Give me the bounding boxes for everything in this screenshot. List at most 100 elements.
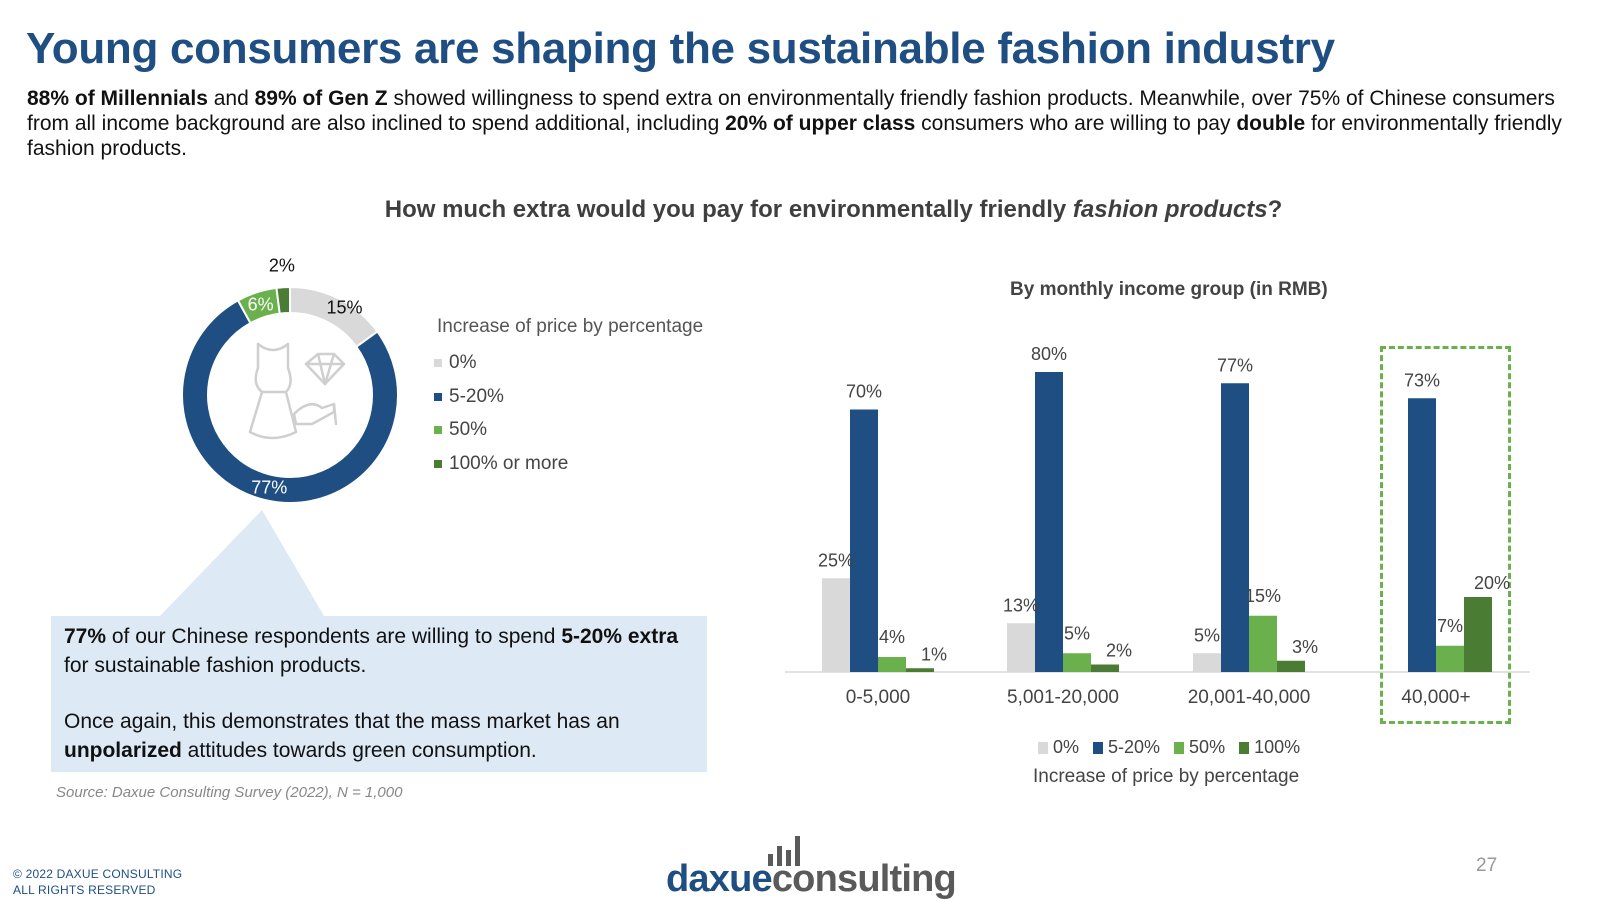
logo-wordmark: daxueconsulting [666,858,957,900]
bar-value-label-3-1: 73% [1404,370,1440,390]
bar-value-label-2-0: 5% [1194,625,1220,645]
bar-legend-item: 50% [1174,737,1225,758]
bar-chart: 25% 70% 4% 1% 13% 80% 5% 2% 5% 77% 15% 3% 73% 7% 20% 0… [785,344,1530,708]
legend-swatch [434,425,442,434]
logo-bars-icon [768,836,800,866]
donut-legend-item-3: 100% or more [434,453,568,475]
category-label-0: 0-5,000 [846,687,910,708]
copyright-line: ALL RIGHTS RESERVED [13,883,156,897]
donut-slice-1 [181,298,399,504]
bar-value-label-2-3: 3% [1292,637,1318,657]
intro-double: double [1236,112,1306,135]
legend-swatch [434,392,442,401]
legend-swatch [1239,742,1250,754]
callout-bold: 5-20% extra [561,625,679,648]
donut-legend-item-0: 0% [434,352,476,374]
intro-millennials: 88% of Millennials [27,87,208,110]
bar-0-3 [906,668,934,672]
legend-swatch [434,459,442,468]
chart-question: How much extra would you pay for environ… [0,196,1607,224]
donut-legend-item-2: 50% [434,419,487,441]
bar-0-0 [822,578,850,672]
bar-1-0 [1007,623,1035,672]
bar-value-label-1-2: 5% [1064,623,1090,643]
bar-value-label-1-0: 13% [1003,595,1039,615]
bar-0-2 [878,657,906,672]
intro-upper-class: 20% of upper class [725,112,916,135]
bar-value-label-1-3: 2% [1106,641,1132,661]
donut-chart: 15% 77% 6% 2% [181,255,399,504]
bar-3-2 [1436,645,1464,672]
bar-1-3 [1091,664,1119,672]
callout-bold: unpolarized [64,739,182,762]
donut-value-label-0: 15% [326,298,362,318]
donut-legend-item-1: 5-20% [434,386,504,408]
bar-legend: 0% 5-20% 50% 100% [1038,737,1314,758]
intro-genz: 89% of Gen Z [254,87,388,110]
bars [822,372,1492,672]
question-suffix: ? [1267,196,1283,223]
bar-2-0 [1193,653,1221,672]
bar-chart-subtitle: By monthly income group (in RMB) [1010,279,1328,300]
legend-swatch [1038,742,1048,754]
callout-text: Once again, this demonstrates that the m… [64,710,620,733]
category-labels: 0-5,000 5,001-20,000 20,001-40,000 40,000+ [846,687,1471,708]
legend-label: 5-20% [1108,737,1161,757]
bar-value-label-3-2: 7% [1437,616,1463,636]
legend-label: 50% [1189,737,1226,757]
donut-value-label-3: 2% [269,255,295,275]
intro-text-part: and [207,87,255,110]
bar-value-labels: 25% 70% 4% 1% 13% 80% 5% 2% 5% 77% 15% 3% 73% 7% 20% [818,344,1510,664]
bar-value-label-0-0: 25% [818,550,854,570]
callout-bold: 77% [64,625,107,648]
callout-paragraph-2: Once again, this demonstrates that the m… [64,707,694,765]
bar-value-label-3-3: 20% [1474,573,1510,593]
legend-label: 100% [1254,737,1301,757]
legend-label: 50% [449,419,488,440]
copyright-line: © 2022 DAXUE CONSULTING [13,867,183,881]
copyright: © 2022 DAXUE CONSULTING ALL RIGHTS RESER… [13,866,182,898]
legend-label: 100% or more [449,453,569,474]
donut-value-label-2: 6% [248,295,274,315]
bar-value-label-0-2: 4% [879,627,905,647]
bar-legend-item: 5-20% [1093,737,1160,758]
question-prefix: How much extra would you pay for environ… [384,196,1073,223]
intro-text-part: consumers who are willing to pay [915,112,1237,135]
bar-1-2 [1063,653,1091,672]
bar-2-1 [1221,383,1249,672]
clothing-accessories-icon [248,342,346,440]
callout-box: 77% of our Chinese respondents are willi… [51,616,707,772]
bar-legend-item: 0% [1038,737,1079,758]
bar-value-label-0-1: 70% [846,382,882,402]
legend-swatch [1093,742,1104,754]
bar-3-3 [1464,597,1492,672]
donut-value-label-1: 77% [251,478,287,498]
legend-swatch [434,358,442,367]
category-label-2: 20,001-40,000 [1188,687,1311,708]
category-label-3: 40,000+ [1401,687,1470,708]
intro-text: 88% of Millennials and 89% of Gen Z show… [27,86,1587,161]
bar-legend-title: Increase of price by percentage [1033,766,1300,787]
company-logo: daxueconsulting [666,836,966,900]
callout-paragraph-1: 77% of our Chinese respondents are willi… [64,622,694,680]
legend-swatch [1174,742,1185,754]
category-label-1: 5,001-20,000 [1007,687,1119,708]
legend-label: 5-20% [449,386,504,407]
bar-1-1 [1035,372,1063,672]
bar-3-1 [1408,398,1436,672]
bar-2-2 [1249,615,1277,672]
donut-slices [181,285,399,504]
highlight-box [1380,346,1511,724]
callout-text: for sustainable fashion products. [64,654,367,677]
donut-labels: 15% 77% 6% 2% [248,255,363,497]
page-title: Young consumers are shaping the sustaina… [26,24,1335,73]
bar-legend-item: 100% [1239,737,1300,758]
callout-pointer [160,510,324,616]
page-number: 27 [1476,855,1498,876]
source-note: Source: Daxue Consulting Survey (2022), … [56,784,403,801]
logo-part: daxue [666,858,773,900]
donut-slice-3 [275,285,291,315]
donut-legend-title: Increase of price by percentage [437,316,704,337]
bar-value-label-2-1: 77% [1217,355,1253,375]
legend-label: 0% [449,352,477,373]
